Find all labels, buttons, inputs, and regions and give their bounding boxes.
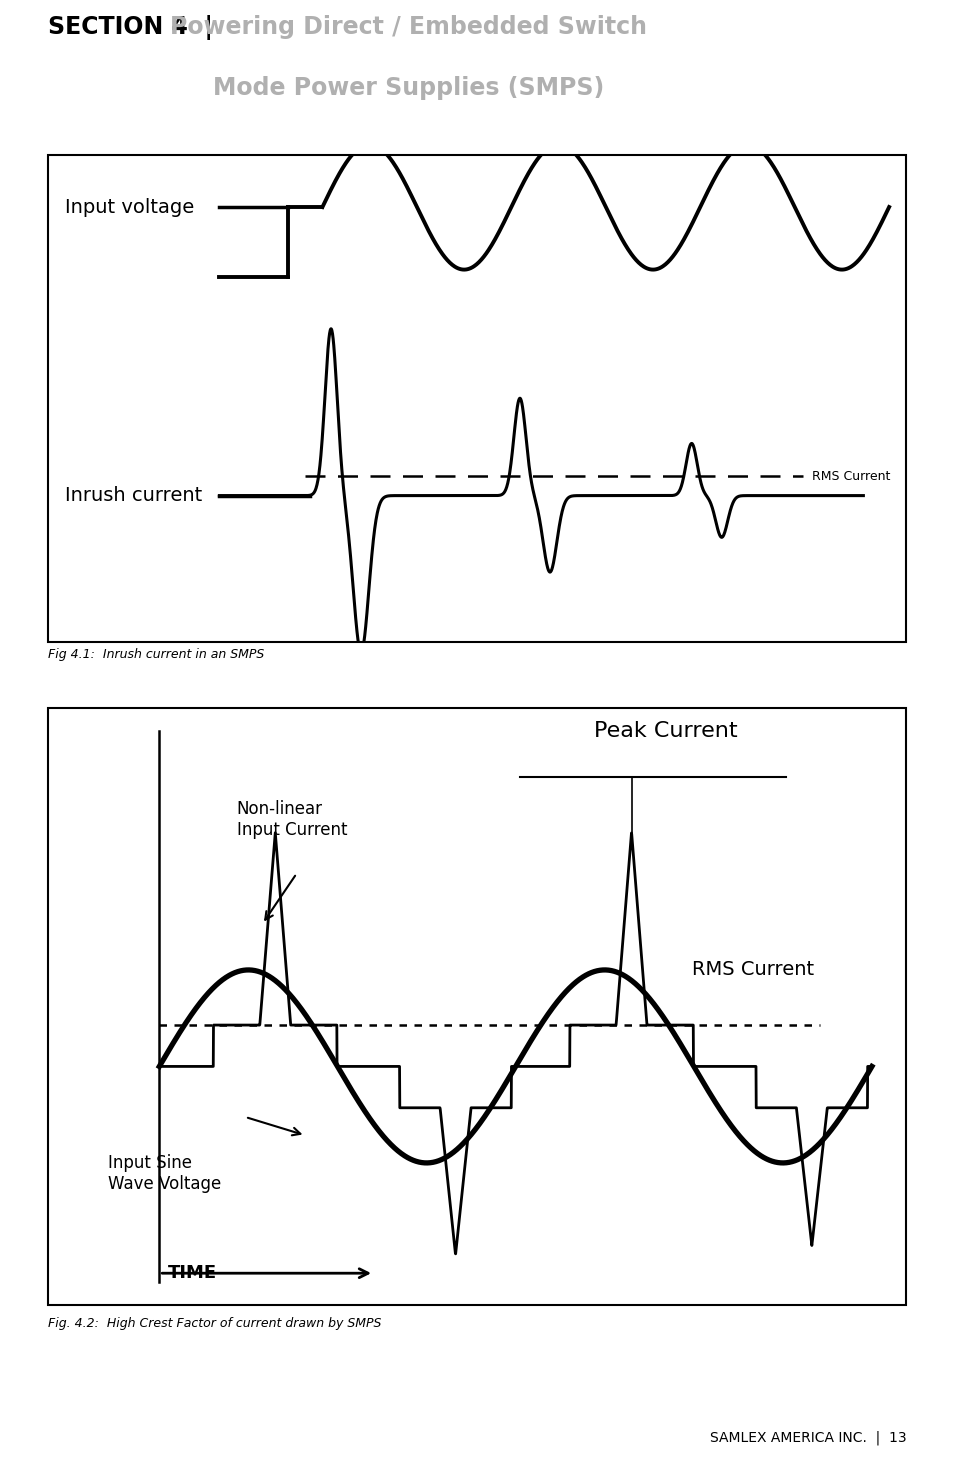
Text: Mode Power Supplies (SMPS): Mode Power Supplies (SMPS) <box>213 75 603 100</box>
Text: SAMLEX AMERICA INC.  |  13: SAMLEX AMERICA INC. | 13 <box>709 1431 905 1446</box>
Text: Non-linear
Input Current: Non-linear Input Current <box>236 799 347 839</box>
Text: Powering Direct / Embedded Switch: Powering Direct / Embedded Switch <box>170 15 646 38</box>
Text: SECTION 4  |: SECTION 4 | <box>48 15 213 40</box>
Text: Inrush current: Inrush current <box>65 487 202 504</box>
Text: RMS Current: RMS Current <box>691 960 813 979</box>
Text: Input voltage: Input voltage <box>65 198 193 217</box>
Text: Input Sine
Wave Voltage: Input Sine Wave Voltage <box>108 1153 221 1192</box>
Text: Peak Current: Peak Current <box>594 721 737 740</box>
Text: TIME: TIME <box>168 1264 216 1282</box>
Text: Fig. 4.2:  High Crest Factor of current drawn by SMPS: Fig. 4.2: High Crest Factor of current d… <box>48 1317 380 1329</box>
Text: RMS Current: RMS Current <box>811 471 889 482</box>
Text: Fig 4.1:  Inrush current in an SMPS: Fig 4.1: Inrush current in an SMPS <box>48 649 264 661</box>
